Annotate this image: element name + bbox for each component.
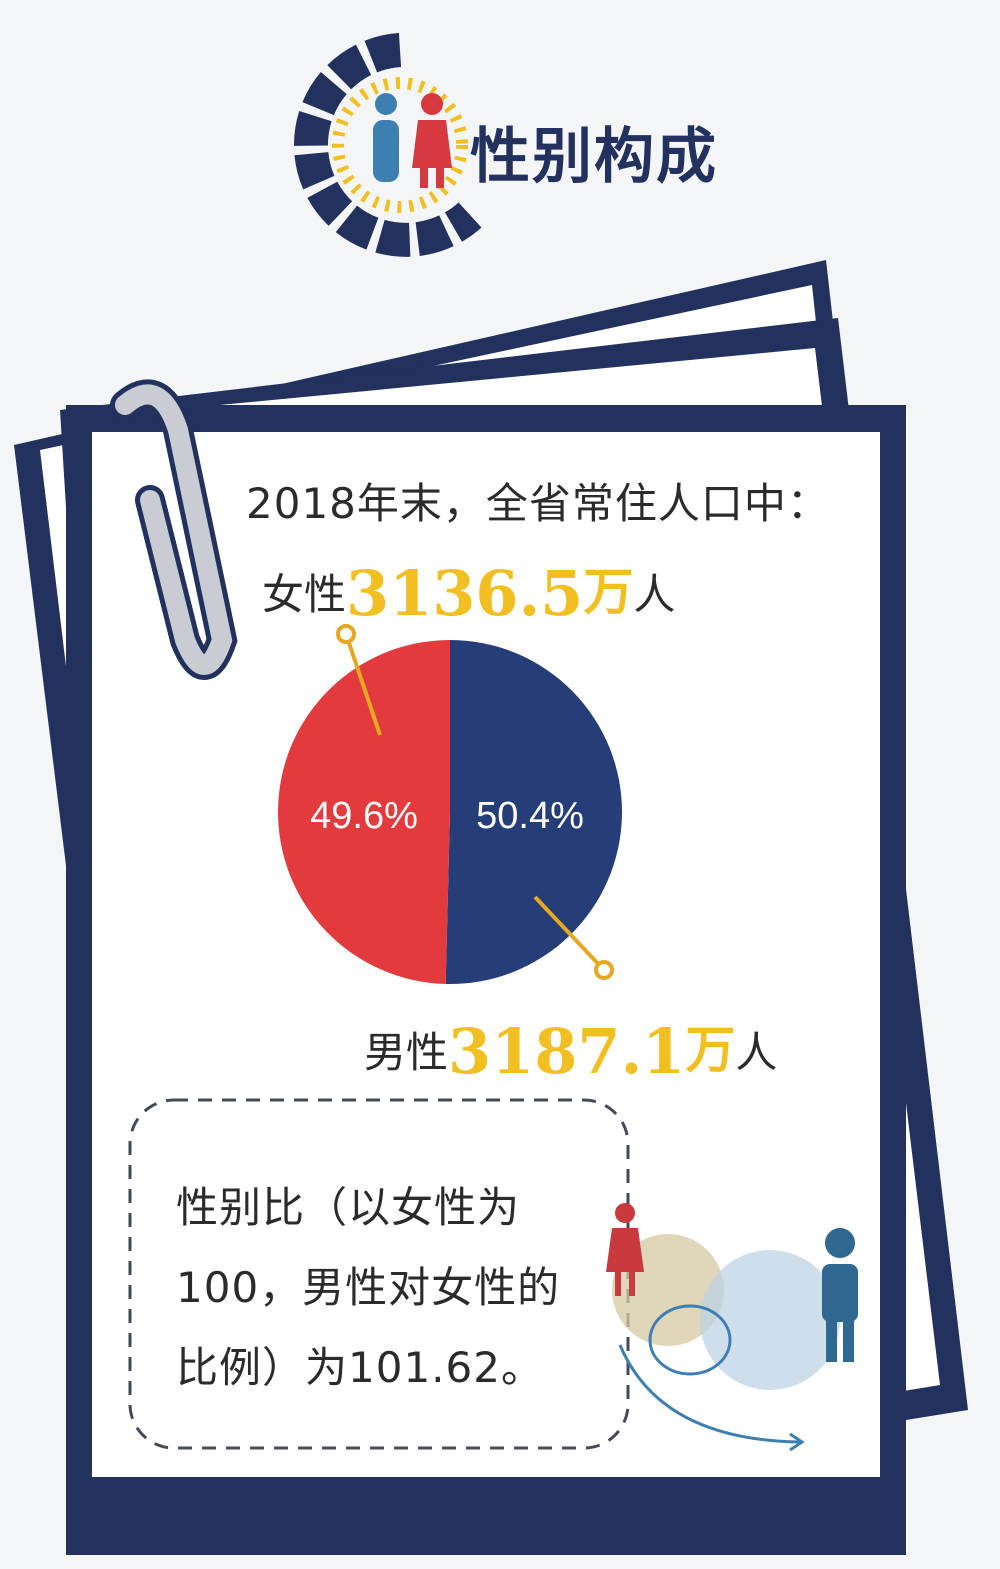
paperclip-icon xyxy=(110,379,238,680)
gender-logo-icon xyxy=(294,33,482,257)
female-suffix: 人 xyxy=(633,570,676,619)
pie-slice-male xyxy=(445,640,622,984)
female-label: 女性 xyxy=(262,570,347,619)
pie-chart: 50.4% 49.6% xyxy=(277,640,622,984)
female-unit: 万 xyxy=(583,562,634,621)
woman-figure-icon xyxy=(606,1203,644,1296)
pie-leader-lines xyxy=(336,624,614,980)
male-count: 男性3187.1万人 xyxy=(364,1010,777,1088)
male-suffix: 人 xyxy=(735,1028,778,1077)
female-value: 3136.5 xyxy=(346,557,584,630)
female-count: 女性3136.5万人 xyxy=(262,552,675,630)
pie-slice-female-label: 49.6% xyxy=(310,795,418,837)
intro-text: 2018年末，全省常住人口中： xyxy=(246,479,830,528)
man-figure-icon xyxy=(822,1228,858,1362)
page-title: 性别构成 xyxy=(470,122,718,192)
sex-ratio-text: 性别比（以女性为100，男性对女性的比例）为101.62。 xyxy=(176,1183,561,1392)
people-illustration xyxy=(612,1234,840,1452)
male-unit: 万 xyxy=(685,1020,736,1079)
pie-slice-male-label: 50.4% xyxy=(476,795,584,837)
male-label: 男性 xyxy=(364,1028,449,1077)
pie-slice-female xyxy=(277,640,450,984)
male-value: 3187.1 xyxy=(448,1015,686,1088)
